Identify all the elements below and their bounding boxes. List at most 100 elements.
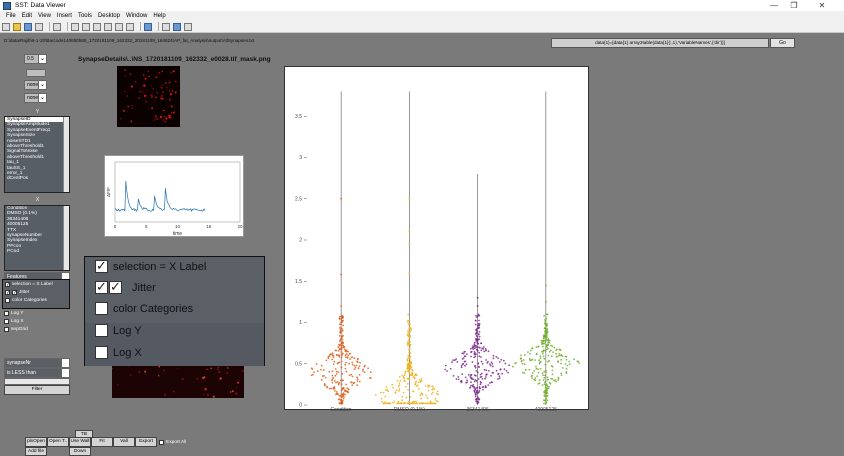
- y-variable-list[interactable]: SynapseID SynapseAmplitude1 SynapseEventFr…: [4, 116, 70, 193]
- menu-tools[interactable]: Tools: [77, 13, 92, 19]
- x-list-item[interactable]: Condition: [7, 206, 28, 211]
- y-list-item[interactable]: tau_1: [7, 160, 20, 166]
- checkbox-checked-icon[interactable]: ✓: [5, 281, 11, 288]
- menu-view[interactable]: View: [38, 13, 51, 19]
- y-list-item[interactable]: SynapseEventFreq1: [7, 127, 51, 133]
- checkbox-icon[interactable]: [95, 302, 108, 315]
- option-jitter[interactable]: ✓ ✓ Jitter: [5, 288, 69, 296]
- checkbox-icon[interactable]: [159, 439, 164, 445]
- y-list-item[interactable]: aboveThreshold1: [7, 144, 45, 150]
- checkbox-icon[interactable]: [4, 326, 9, 332]
- y-list-item[interactable]: noiseSTD1: [7, 138, 31, 144]
- option-selection-x-label[interactable]: ✓ selection = X Label: [5, 280, 69, 288]
- x-list-item[interactable]: TTX: [7, 227, 17, 233]
- menu-help[interactable]: Help: [153, 13, 166, 19]
- checkbox-checked-icon[interactable]: ✓: [95, 279, 108, 294]
- swarm-point: [407, 313, 410, 316]
- popup-option-selection-x-label[interactable]: ✓ selection = X Label: [95, 258, 206, 273]
- filter-field-select[interactable]: synapseNr ⌄: [4, 358, 70, 368]
- open-folder-icon[interactable]: [13, 22, 21, 31]
- x-list-item[interactable]: synapseNumber: [7, 233, 42, 239]
- threshold-select[interactable]: 0.5 ⌄: [24, 54, 47, 64]
- export-all-option[interactable]: Export All: [157, 437, 186, 447]
- x-list-item[interactable]: PCod: [7, 249, 19, 255]
- export-button[interactable]: Export: [135, 437, 157, 447]
- close-button[interactable]: ✕: [818, 1, 826, 10]
- option-label: selection = X Label: [12, 281, 53, 287]
- menu-desktop[interactable]: Desktop: [97, 13, 120, 19]
- x-list-item[interactable]: PPcon: [7, 243, 22, 249]
- data-cursor-icon[interactable]: [115, 22, 123, 31]
- popup-option-log-x[interactable]: Log X: [95, 346, 142, 359]
- zoom-out-icon[interactable]: [82, 22, 90, 31]
- x-list-item[interactable]: SynapseIndex: [7, 238, 38, 244]
- print-icon[interactable]: [35, 22, 43, 31]
- menu-file[interactable]: File: [6, 13, 16, 19]
- checkbox-checked-icon[interactable]: ✓: [12, 289, 18, 296]
- x-variable-list[interactable]: Condition DMSO (0.1%) 36341406 40005125 TTX s…: [4, 205, 70, 271]
- scrollbar[interactable]: [63, 117, 69, 192]
- swarm-point: [546, 331, 549, 334]
- checkbox-icon[interactable]: [5, 297, 10, 303]
- new-file-icon[interactable]: [2, 22, 10, 31]
- checkbox-icon[interactable]: [4, 318, 9, 324]
- rotate-icon[interactable]: [104, 22, 112, 31]
- menu-edit[interactable]: Edit: [21, 13, 33, 19]
- popup-option-log-y[interactable]: Log Y: [95, 324, 142, 337]
- add-file-button[interactable]: Add file: [25, 447, 47, 456]
- go-button[interactable]: Go: [770, 38, 795, 48]
- option-sepgrid[interactable]: sepGrid: [4, 325, 70, 333]
- maximize-button[interactable]: ❐: [790, 1, 798, 10]
- scrollbar[interactable]: [63, 206, 69, 270]
- colorbar-icon[interactable]: [162, 22, 170, 31]
- option-log-y[interactable]: Log Y: [4, 309, 70, 317]
- x-list-item[interactable]: 40005125: [7, 222, 29, 228]
- y-list-item[interactable]: tauSS_1: [7, 165, 26, 171]
- y-list-item[interactable]: dCentPos: [7, 176, 29, 182]
- filter-operator-select[interactable]: is LESS than ⌄: [4, 368, 70, 378]
- y-list-item[interactable]: SignalToNoise: [7, 149, 38, 155]
- menu-window[interactable]: Window: [125, 13, 148, 19]
- checkbox-icon[interactable]: [95, 346, 108, 359]
- y-list-item[interactable]: SynapseAmplitude1: [7, 122, 50, 128]
- hide-tools-icon[interactable]: [184, 22, 192, 31]
- fluorescence-spot: [144, 370, 147, 373]
- y-list-item[interactable]: aboveThreshold1: [7, 154, 45, 160]
- filter-button[interactable]: Filter: [4, 385, 70, 395]
- menu-insert[interactable]: Insert: [56, 13, 72, 19]
- legend-icon[interactable]: [173, 22, 181, 31]
- option-select-1[interactable]: none ⌄: [24, 80, 47, 90]
- vall-button[interactable]: Vall: [113, 437, 135, 447]
- y-list-item[interactable]: SynapseSize: [7, 133, 35, 139]
- pan-icon[interactable]: [93, 22, 101, 31]
- plx-open-button[interactable]: plxOpen: [25, 437, 47, 447]
- minimize-button[interactable]: —: [770, 1, 778, 10]
- zoom-in-icon[interactable]: [71, 22, 79, 31]
- pointer-icon[interactable]: [53, 22, 61, 31]
- down-button[interactable]: Down: [69, 447, 91, 456]
- filter-value-input[interactable]: [4, 378, 70, 385]
- use-wall-button[interactable]: Use Wall: [69, 437, 91, 447]
- option-log-x[interactable]: Log X: [4, 317, 70, 325]
- option-color-categories[interactable]: color Categories: [5, 296, 69, 304]
- small-field[interactable]: [26, 69, 46, 77]
- y-list-item[interactable]: error_1: [7, 171, 23, 177]
- open-t-button[interactable]: Open T..: [47, 437, 69, 447]
- checkbox-checked-icon[interactable]: ✓: [95, 258, 108, 273]
- checkbox-icon[interactable]: [95, 324, 108, 337]
- brush-icon[interactable]: [126, 22, 134, 31]
- x-list-item[interactable]: DMSO (0.1%): [7, 211, 37, 217]
- link-icon[interactable]: [144, 22, 152, 31]
- y-list-item[interactable]: SynapseID: [5, 117, 69, 123]
- save-icon[interactable]: [24, 22, 32, 31]
- checkbox-icon[interactable]: [4, 310, 9, 316]
- command-input[interactable]: data{1}=[data{1} array2table(data{1}(:,1…: [551, 38, 769, 48]
- popup-option-color-categories[interactable]: color Categories: [95, 302, 193, 315]
- checkbox-checked-icon[interactable]: ✓: [109, 279, 122, 294]
- fit-button[interactable]: Fit: [91, 437, 113, 447]
- option-select-2[interactable]: none ⌄: [24, 93, 47, 103]
- x-list-item[interactable]: 36341406: [7, 216, 29, 222]
- checkbox-checked-icon[interactable]: ✓: [5, 289, 11, 296]
- swarm-point: [408, 347, 411, 350]
- popup-option-jitter[interactable]: ✓ ✓ Jitter: [95, 279, 156, 294]
